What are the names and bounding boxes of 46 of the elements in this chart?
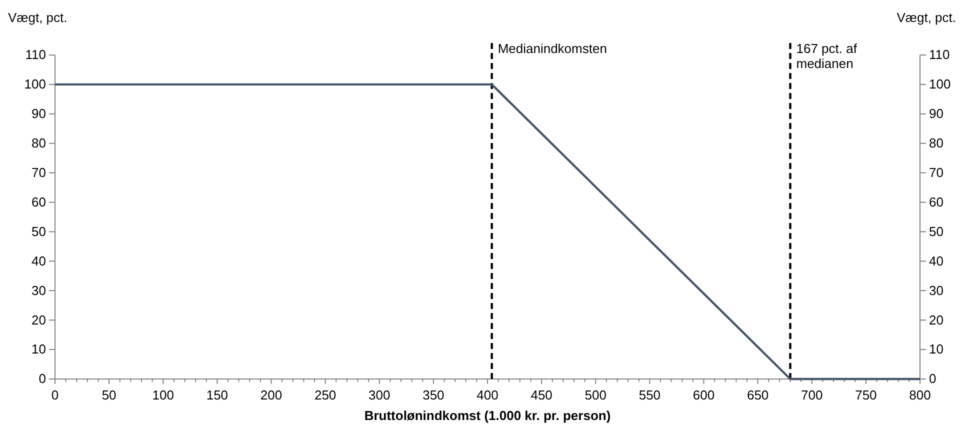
ref-line-label: Medianindkomsten [498, 41, 607, 56]
y2-tick-label: 20 [929, 312, 944, 328]
y-tick-label: 50 [32, 224, 46, 239]
x-tick-label: 700 [801, 388, 823, 403]
x-tick-label: 800 [909, 388, 931, 403]
y-axis-title: Vægt, pct. [8, 10, 68, 25]
x-axis-title: Bruttolønindkomst (1.000 kr. pr. person) [364, 408, 611, 423]
y2-tick-label: 90 [929, 106, 944, 122]
x-tick-label: 650 [746, 388, 769, 403]
x-tick-label: 400 [476, 388, 498, 403]
y-tick-label: 10 [32, 342, 46, 357]
y-tick-label: 60 [32, 194, 46, 210]
y2-tick-label: 10 [929, 342, 944, 357]
y2-axis-title: Vægt, pct. [896, 10, 956, 25]
x-tick-label: 0 [51, 388, 59, 403]
y2-tick-label: 110 [929, 47, 950, 62]
x-tick-label: 50 [102, 388, 116, 403]
x-tick-label: 250 [314, 388, 336, 403]
x-tick-label: 750 [855, 388, 877, 403]
x-tick-label: 200 [260, 388, 282, 403]
y2-tick-label: 0 [929, 371, 936, 386]
y2-tick-label: 70 [929, 164, 944, 180]
x-tick-label: 300 [368, 388, 390, 403]
y2-tick-label: 30 [929, 282, 944, 298]
y-tick-label: 100 [24, 76, 46, 92]
y-tick-label: 40 [32, 253, 46, 268]
y-tick-label: 30 [32, 282, 46, 298]
y-tick-label: 20 [32, 312, 46, 328]
y2-tick-label: 60 [929, 194, 944, 210]
x-tick-label: 150 [206, 388, 228, 403]
x-tick-label: 350 [422, 388, 444, 403]
y-tick-label: 90 [32, 106, 46, 122]
y2-tick-label: 100 [929, 76, 951, 92]
y-tick-label: 110 [25, 47, 46, 62]
y-tick-label: 0 [38, 371, 46, 386]
y-tick-label: 70 [32, 164, 46, 180]
x-tick-label: 450 [530, 388, 552, 403]
x-tick-label: 600 [692, 388, 715, 403]
x-tick-label: 100 [152, 388, 174, 403]
y-tick-label: 80 [32, 136, 46, 151]
x-tick-label: 550 [638, 388, 661, 403]
x-tick-label: 500 [584, 388, 606, 403]
ref-line-label: 167 pct. af medianen [796, 41, 858, 71]
y2-tick-label: 80 [929, 136, 944, 151]
y2-tick-label: 50 [929, 224, 944, 239]
y2-tick-label: 40 [929, 253, 944, 268]
